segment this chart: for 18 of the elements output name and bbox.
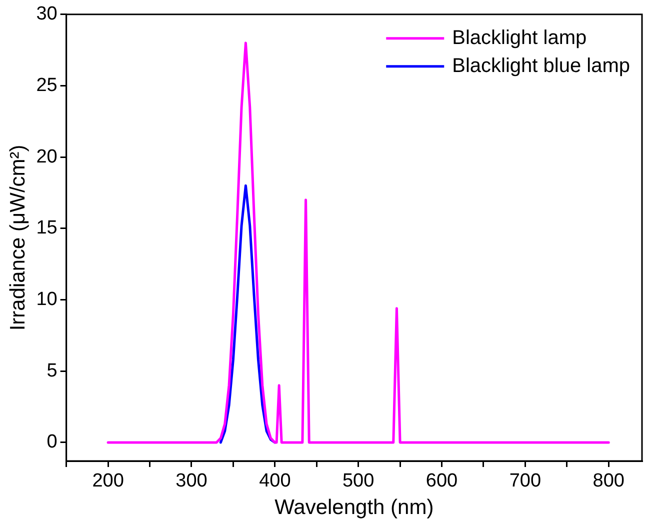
x-tick-label: 300 [176,470,208,492]
x-tick-label: 600 [426,470,458,492]
y-tick-label: 15 [36,218,58,239]
y-tick-label: 30 [36,4,58,25]
y-tick-label: 25 [36,74,58,96]
y-tick-label: 0 [46,432,58,453]
y-tick-label: 10 [36,289,58,310]
y-axis-title: Irradiance (μW/cm²) [6,144,30,331]
x-axis-title: Wavelength (nm) [274,496,434,520]
x-tick-label: 200 [92,470,124,492]
x-tick-label: 700 [509,470,542,492]
x-tick-label: 800 [592,470,624,492]
legend-label: Blacklight blue lamp [452,54,630,77]
legend-label: Blacklight lamp [452,26,587,49]
y-tick-label: 5 [46,360,58,382]
x-tick-label: 500 [342,470,374,492]
x-tick-label: 400 [259,470,291,492]
y-tick-label: 20 [36,146,58,168]
